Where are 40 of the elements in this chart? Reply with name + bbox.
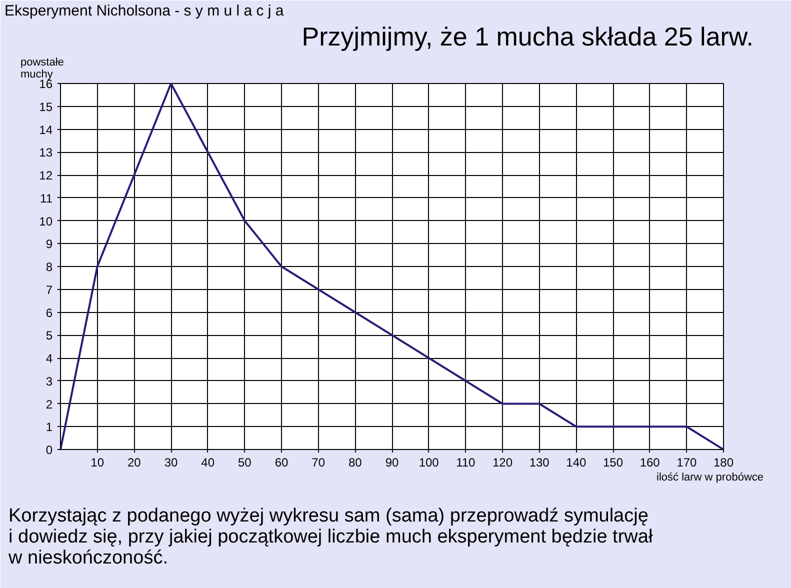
x-tick-label: 50	[238, 456, 252, 470]
x-tick-label: 180	[713, 456, 734, 470]
y-tick-label: 10	[39, 214, 53, 228]
y-tick-label: 8	[46, 260, 53, 274]
y-tick-label: 9	[46, 237, 53, 252]
x-tick-label: 20	[127, 456, 142, 470]
text: Korzystając z podanego wyżej wykresu sam (sama) przeprowadź symulację i dowiedz się, przy jakiej początkowej liczbie much eksperyment będzie trwał w nieskończoność.	[8, 506, 654, 568]
y-tick-label: 15	[39, 100, 53, 114]
y-tick-label: 14	[39, 122, 53, 137]
line-series	[60, 84, 724, 450]
x-tick-label: 60	[274, 456, 288, 470]
y-tick-label: 13	[39, 146, 53, 160]
x-tick-label: 120	[492, 456, 513, 470]
y-tick-label: 12	[39, 168, 53, 182]
x-tick-label: 170	[676, 456, 698, 470]
y-tick-label: 0	[46, 443, 53, 457]
x-tick-label: 30	[164, 456, 178, 470]
x-tick-label: 150	[602, 456, 624, 470]
x-tick-label: 70	[312, 456, 326, 470]
chart-title: Eksperyment Nicholsona - s y m u l a c j a	[4, 2, 284, 20]
y-tick-label: 3	[46, 374, 53, 388]
x-tick-label: 160	[640, 456, 660, 470]
x-tick-label: 10	[90, 456, 104, 470]
y-axis-title: powstałe muchy	[20, 56, 64, 80]
y-tick-label: 5	[46, 328, 53, 343]
x-tick-label: 110	[456, 456, 476, 470]
x-axis-title: ilość larw w probówce	[656, 472, 764, 484]
chart-subtitle: Przyjmijmy, że 1 mucha składa 25 larw.	[302, 22, 754, 52]
y-tick-label: 7	[46, 282, 53, 297]
y-tick-label: 6	[46, 306, 53, 320]
x-tick-label: 40	[201, 456, 215, 470]
y-tick-label: 4	[46, 352, 53, 366]
x-tick-label: 80	[348, 456, 362, 470]
x-tick-label: 140	[566, 456, 587, 470]
x-tick-label: 100	[418, 456, 440, 470]
x-tick-label: 90	[385, 456, 399, 470]
x-tick-label: 130	[529, 456, 550, 470]
y-tick-label: 2	[46, 397, 53, 412]
y-tick-label: 1	[46, 420, 53, 434]
y-tick-label: 11	[40, 191, 53, 206]
